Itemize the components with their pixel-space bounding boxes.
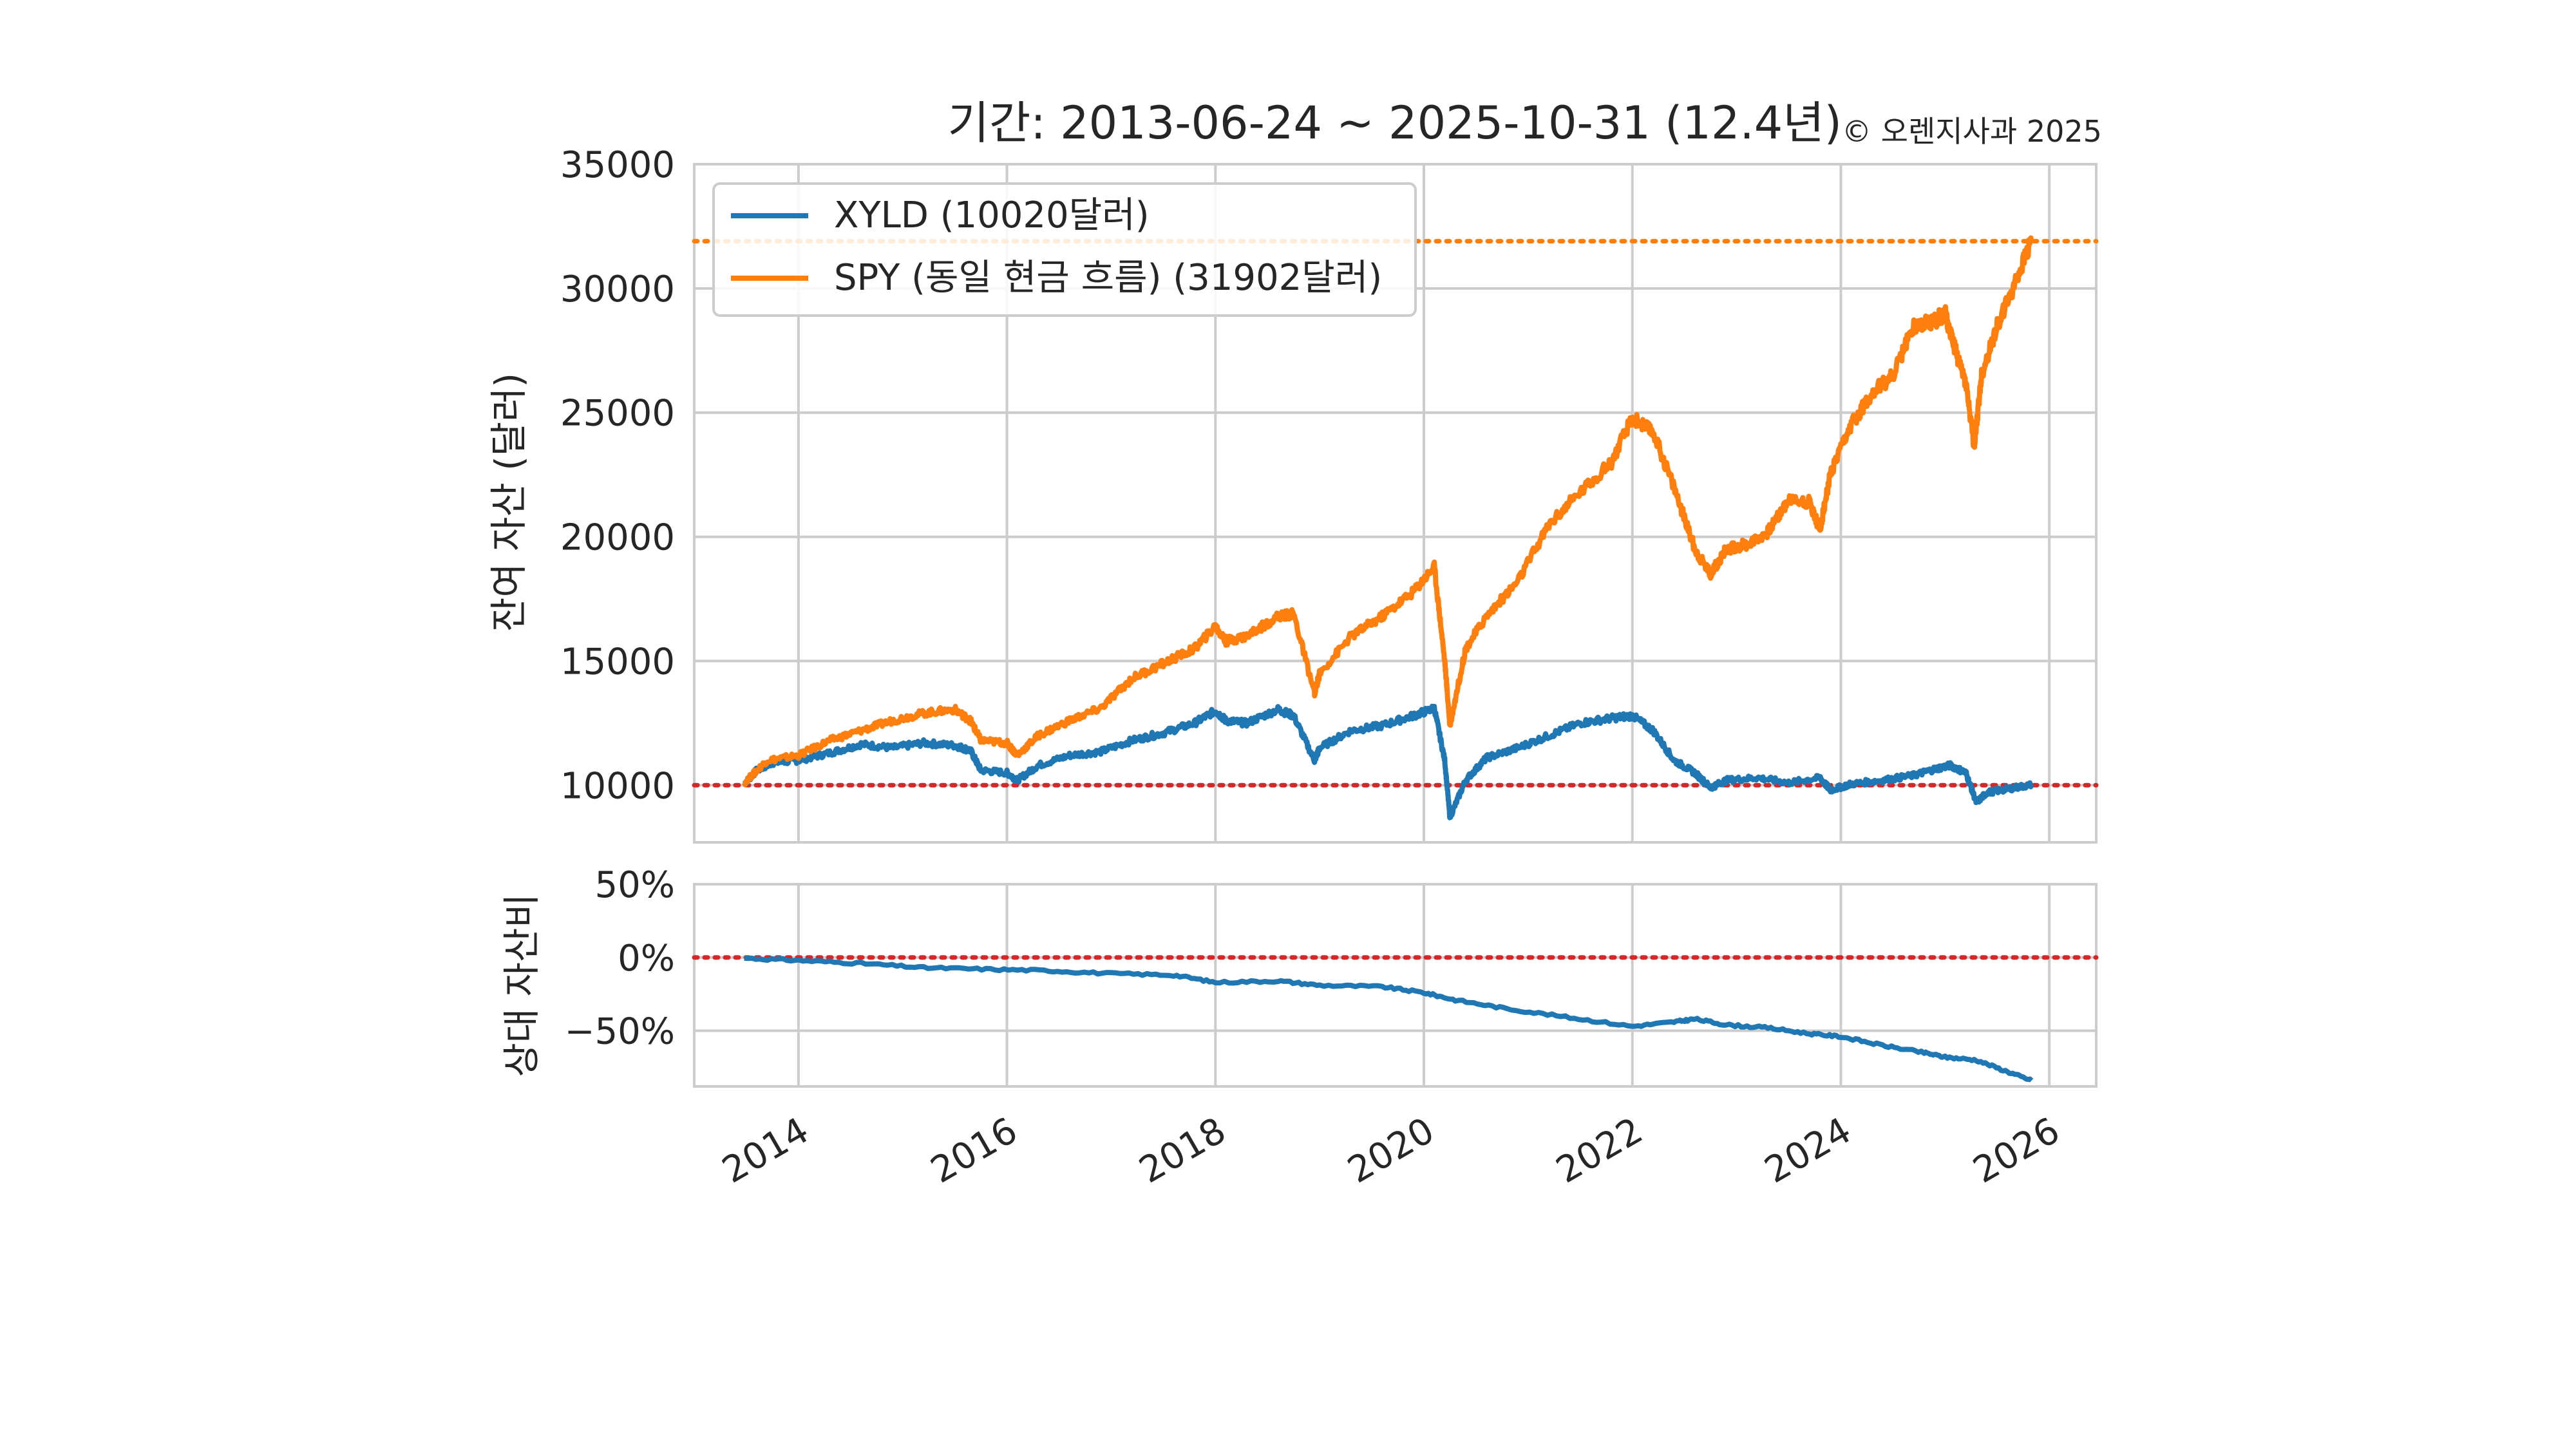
main-y-tick-label: 30000 — [560, 269, 675, 310]
series-line-spy — [742, 235, 2034, 788]
main-y-tick-label: 25000 — [560, 393, 675, 435]
series-line-xyld — [742, 703, 2034, 820]
main-y-tick-label: 20000 — [560, 517, 675, 559]
ratio-y-tick-label: −50% — [565, 1011, 675, 1053]
main-panel: 10000 15000 20000 25000 30000 35000 기간: 2013-… — [487, 97, 2102, 844]
main-y-tick-label: 15000 — [560, 641, 675, 683]
legend-label-spy: SPY (동일 현금 흐름) (31902달러) — [834, 257, 1382, 299]
ratio-y-tick-label: 50% — [595, 864, 675, 906]
main-y-ticks: 10000 15000 20000 25000 30000 35000 — [560, 144, 675, 807]
main-series — [742, 235, 2034, 820]
main-y-tick-label: 35000 — [560, 144, 675, 186]
ratio-plot-area — [693, 883, 2098, 1088]
legend-label-xyld: XYLD (10020달러) — [834, 194, 1150, 236]
copyright-text: © 오렌지사과 2025 — [1842, 114, 2102, 149]
series-line-ratio — [744, 955, 2034, 1083]
main-title: 기간: 2013-06-24 ~ 2025-10-31 (12.4년) — [947, 97, 1842, 149]
legend-box — [712, 182, 1417, 317]
main-y-tick-label: 10000 — [560, 765, 675, 807]
ratio-series — [744, 955, 2034, 1083]
ratio-y-tick-label: 0% — [618, 938, 675, 980]
ratio-y-axis-label: 상대 자산비 — [500, 893, 544, 1077]
legend: XYLD (10020달러) SPY (동일 현금 흐름) (31902달러) — [712, 182, 1417, 317]
main-y-axis-label: 잔여 자산 (달러) — [487, 373, 531, 632]
ratio-y-ticks: −50% 0% 50% — [565, 864, 675, 1053]
